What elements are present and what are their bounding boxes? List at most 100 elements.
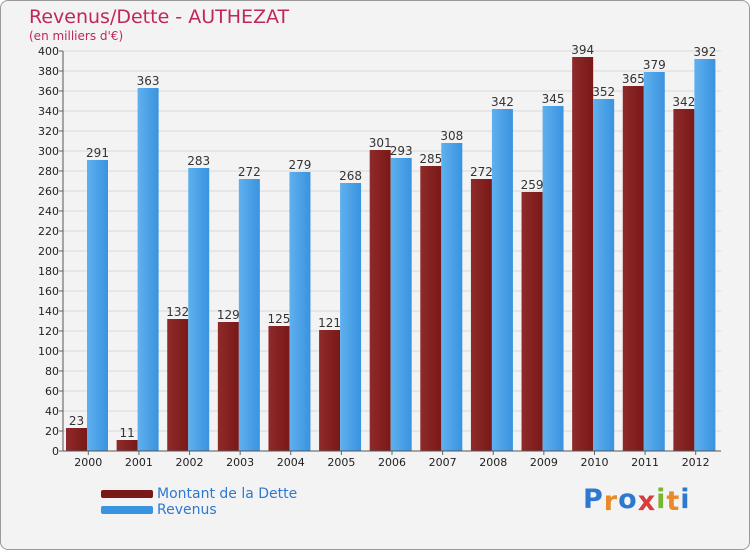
data-label: 11: [119, 426, 134, 440]
bar-revenus: [238, 179, 260, 451]
bar-dette: [116, 440, 138, 451]
logo-letter: i: [656, 484, 667, 515]
bar-dette: [66, 428, 87, 451]
data-label: 342: [491, 95, 514, 109]
y-tick-label: 60: [45, 385, 59, 398]
y-tick-label: 380: [38, 65, 59, 78]
y-tick-label: 40: [45, 405, 59, 418]
y-tick-label: 360: [38, 85, 59, 98]
data-label: 352: [592, 85, 615, 99]
logo-letter: t: [666, 486, 681, 517]
y-tick-label: 400: [38, 45, 59, 58]
data-label: 342: [672, 95, 695, 109]
bar-revenus: [441, 143, 463, 451]
y-tick-label: 320: [38, 125, 59, 138]
data-label: 394: [571, 43, 594, 57]
x-tick-label: 2005: [327, 456, 355, 469]
y-tick-label: 260: [38, 185, 59, 198]
data-label: 291: [86, 146, 109, 160]
y-tick-label: 200: [38, 245, 59, 258]
bar-revenus: [491, 109, 513, 451]
data-label: 379: [643, 58, 666, 72]
y-tick-label: 0: [52, 445, 59, 458]
legend-swatch-dette: [101, 490, 153, 498]
data-label: 259: [521, 178, 544, 192]
logo-letter: x: [637, 486, 657, 517]
data-label: 279: [289, 158, 312, 172]
bar-dette: [217, 322, 239, 451]
bar-revenus: [694, 59, 716, 451]
legend-swatch-revenus: [101, 506, 153, 514]
data-label: 129: [217, 308, 240, 322]
bar-revenus: [643, 72, 665, 451]
y-tick-label: 300: [38, 145, 59, 158]
data-label: 272: [238, 165, 261, 179]
x-tick-label: 2008: [479, 456, 507, 469]
bar-revenus: [289, 172, 311, 451]
data-label: 132: [166, 305, 189, 319]
legend: Montant de la Dette Revenus: [101, 486, 401, 519]
data-label: 308: [440, 129, 463, 143]
legend-label-dette: Montant de la Dette: [157, 486, 298, 502]
data-label: 365: [622, 72, 645, 86]
bar-dette: [673, 109, 695, 451]
data-label: 272: [470, 165, 493, 179]
bar-dette: [420, 166, 442, 451]
data-label: 363: [137, 74, 160, 88]
x-tick-label: 2002: [176, 456, 204, 469]
bar-dette: [572, 57, 594, 451]
data-label: 121: [318, 316, 341, 330]
data-label: 23: [69, 414, 84, 428]
legend-item-revenus: Revenus: [101, 502, 401, 519]
logo-letter: r: [603, 486, 619, 517]
bar-revenus: [593, 99, 615, 451]
x-tick-label: 2010: [580, 456, 608, 469]
y-tick-label: 80: [45, 365, 59, 378]
y-tick-label: 120: [38, 325, 59, 338]
data-label: 293: [390, 144, 413, 158]
x-tick-label: 2012: [682, 456, 710, 469]
x-tick-label: 2000: [74, 456, 102, 469]
x-tick-label: 2011: [631, 456, 659, 469]
data-label: 392: [693, 45, 716, 59]
bar-dette: [470, 179, 492, 451]
data-label: 283: [187, 154, 210, 168]
bar-revenus: [340, 183, 362, 451]
data-label: 125: [268, 312, 291, 326]
data-label: 268: [339, 169, 362, 183]
chart-subtitle: (en milliers d'€): [29, 29, 124, 43]
proxiti-logo: Proxiti: [583, 484, 691, 517]
x-tick-label: 2006: [378, 456, 406, 469]
x-tick-label: 2007: [429, 456, 457, 469]
chart-title: Revenus/Dette - AUTHEZAT: [29, 6, 290, 28]
legend-item-dette: Montant de la Dette: [101, 486, 401, 503]
bar-dette: [167, 319, 189, 451]
x-tick-label: 2001: [125, 456, 153, 469]
bar-revenus: [87, 160, 108, 451]
bar-dette: [521, 192, 543, 451]
bar-dette: [369, 150, 391, 451]
y-tick-label: 180: [38, 265, 59, 278]
bar-revenus: [188, 168, 210, 451]
y-tick-label: 280: [38, 165, 59, 178]
logo-letter: P: [583, 484, 604, 515]
bar-dette: [319, 330, 341, 451]
bar-revenus: [137, 88, 159, 451]
bar-revenus: [390, 158, 412, 451]
x-tick-label: 2004: [277, 456, 305, 469]
y-tick-label: 20: [45, 425, 59, 438]
bar-revenus: [542, 106, 564, 451]
bar-dette: [622, 86, 644, 451]
data-label: 285: [419, 152, 442, 166]
x-tick-label: 2009: [530, 456, 558, 469]
y-tick-label: 340: [38, 105, 59, 118]
y-tick-label: 100: [38, 345, 59, 358]
logo-letter: o: [618, 484, 638, 515]
y-tick-label: 160: [38, 285, 59, 298]
y-tick-label: 240: [38, 205, 59, 218]
data-label: 345: [542, 92, 565, 106]
y-tick-label: 140: [38, 305, 59, 318]
logo-letter: i: [680, 484, 691, 515]
